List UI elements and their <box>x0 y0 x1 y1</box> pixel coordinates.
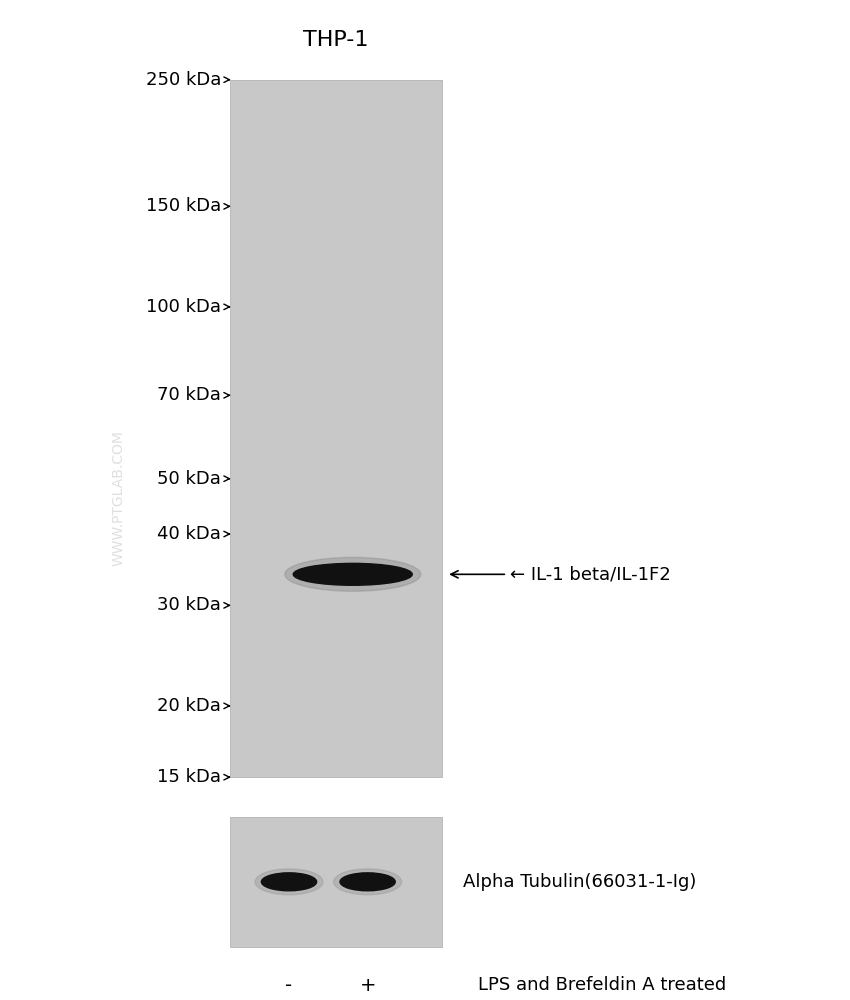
Ellipse shape <box>340 873 395 891</box>
Text: 250 kDa: 250 kDa <box>145 71 221 89</box>
Text: THP-1: THP-1 <box>303 30 369 50</box>
FancyBboxPatch shape <box>230 80 442 777</box>
Ellipse shape <box>293 563 412 585</box>
FancyBboxPatch shape <box>230 817 442 947</box>
Text: +: + <box>360 976 376 995</box>
Text: 40 kDa: 40 kDa <box>157 525 221 543</box>
Ellipse shape <box>285 557 421 591</box>
Text: 100 kDa: 100 kDa <box>146 298 221 316</box>
Ellipse shape <box>255 869 323 895</box>
Text: ← IL-1 beta/IL-1F2: ← IL-1 beta/IL-1F2 <box>450 565 671 583</box>
Text: 70 kDa: 70 kDa <box>157 386 221 404</box>
Text: Alpha Tubulin(66031-1-Ig): Alpha Tubulin(66031-1-Ig) <box>463 873 697 891</box>
Text: -: - <box>286 976 292 995</box>
Text: 150 kDa: 150 kDa <box>145 197 221 215</box>
Ellipse shape <box>333 869 401 895</box>
Text: 50 kDa: 50 kDa <box>157 470 221 488</box>
Ellipse shape <box>262 873 316 891</box>
Text: 20 kDa: 20 kDa <box>157 697 221 715</box>
Text: WWW.PTGLAB.COM: WWW.PTGLAB.COM <box>112 430 126 566</box>
Text: 30 kDa: 30 kDa <box>157 596 221 614</box>
Text: 15 kDa: 15 kDa <box>157 768 221 786</box>
Text: LPS and Brefeldin A treated: LPS and Brefeldin A treated <box>478 976 727 994</box>
